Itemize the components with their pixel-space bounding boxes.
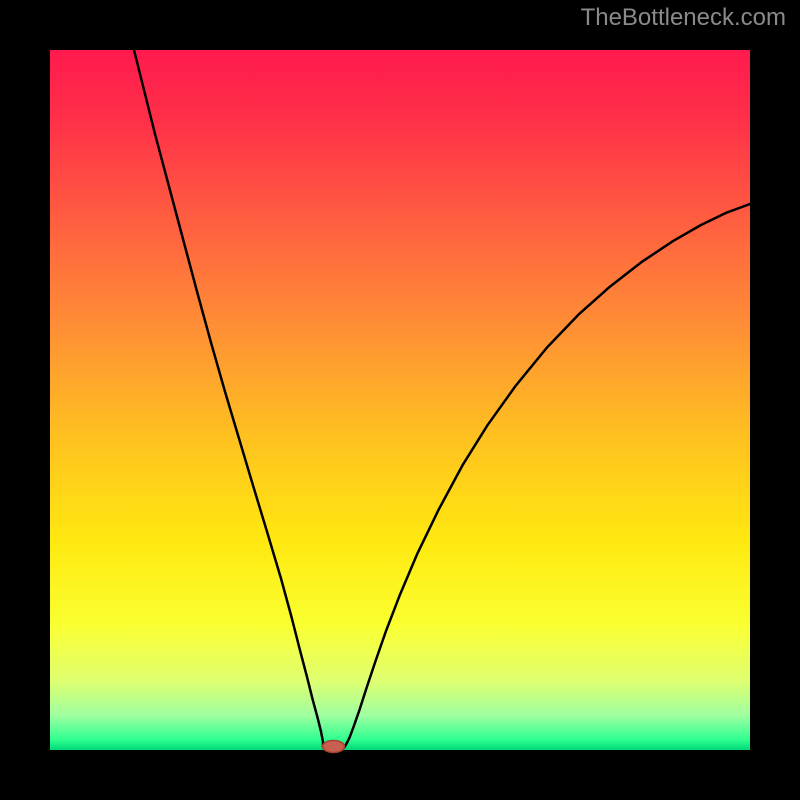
- chart-container: TheBottleneck.com: [0, 0, 800, 800]
- gradient-background: [50, 50, 750, 750]
- min-marker: [323, 741, 345, 753]
- watermark-text: TheBottleneck.com: [581, 4, 786, 32]
- bottleneck-chart: [0, 0, 800, 800]
